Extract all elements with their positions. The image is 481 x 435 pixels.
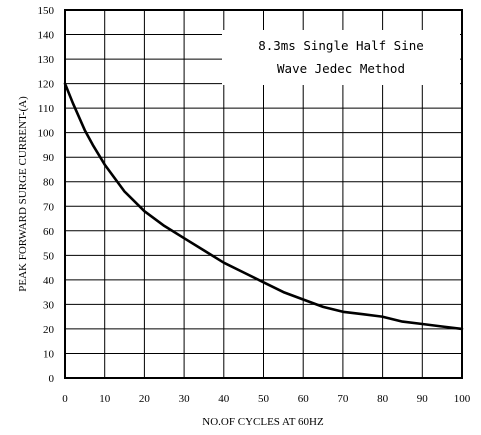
x-tick-label: 60 xyxy=(298,393,310,405)
series-layer xyxy=(63,82,464,331)
y-tick-label: 0 xyxy=(49,373,55,385)
y-tick-label: 110 xyxy=(38,103,55,115)
x-tick-label: 50 xyxy=(258,393,270,405)
x-axis-title: NO.OF CYCLES AT 60HZ xyxy=(202,416,324,428)
plot-frame xyxy=(64,9,463,379)
y-tick-label: 150 xyxy=(38,5,55,17)
y-tick-label: 120 xyxy=(38,79,55,91)
y-tick-label: 50 xyxy=(43,250,55,262)
series-line xyxy=(63,82,464,331)
y-tick-label: 40 xyxy=(43,275,55,287)
y-tick-label: 70 xyxy=(43,201,55,213)
x-tick-label: 0 xyxy=(62,393,68,405)
y-tick-label: 60 xyxy=(43,226,55,238)
tick-labels: 0 10 20 30 40 50 60 70 80 90 100 0 10 20 30 40 50 60 70 80 9… xyxy=(38,5,471,405)
x-tick-label: 40 xyxy=(218,393,230,405)
x-tick-label: 80 xyxy=(377,393,389,405)
x-tick-label: 20 xyxy=(139,393,151,405)
annotation-line-1: 8.3ms Single Half Sine xyxy=(258,38,424,53)
y-axis-title: PEAK FORWARD SURGE CURRENT-(A) xyxy=(17,96,29,292)
y-tick-label: 20 xyxy=(43,324,55,336)
y-tick-label: 130 xyxy=(38,54,55,66)
x-tick-label: 90 xyxy=(417,393,429,405)
y-tick-label: 30 xyxy=(43,299,55,311)
x-tick-label: 100 xyxy=(454,393,471,405)
y-tick-label: 90 xyxy=(43,152,55,164)
annotation-background xyxy=(222,30,460,85)
annotation-line-2: Wave Jedec Method xyxy=(277,61,405,76)
y-tick-label: 100 xyxy=(38,128,55,140)
y-tick-label: 80 xyxy=(43,177,55,189)
y-tick-label: 10 xyxy=(43,348,55,360)
y-tick-label: 140 xyxy=(38,30,55,42)
annotation-box: 8.3ms Single Half Sine Wave Jedec Method xyxy=(222,30,460,85)
x-tick-label: 70 xyxy=(337,393,349,405)
x-tick-label: 30 xyxy=(179,393,191,405)
x-tick-label: 10 xyxy=(99,393,111,405)
